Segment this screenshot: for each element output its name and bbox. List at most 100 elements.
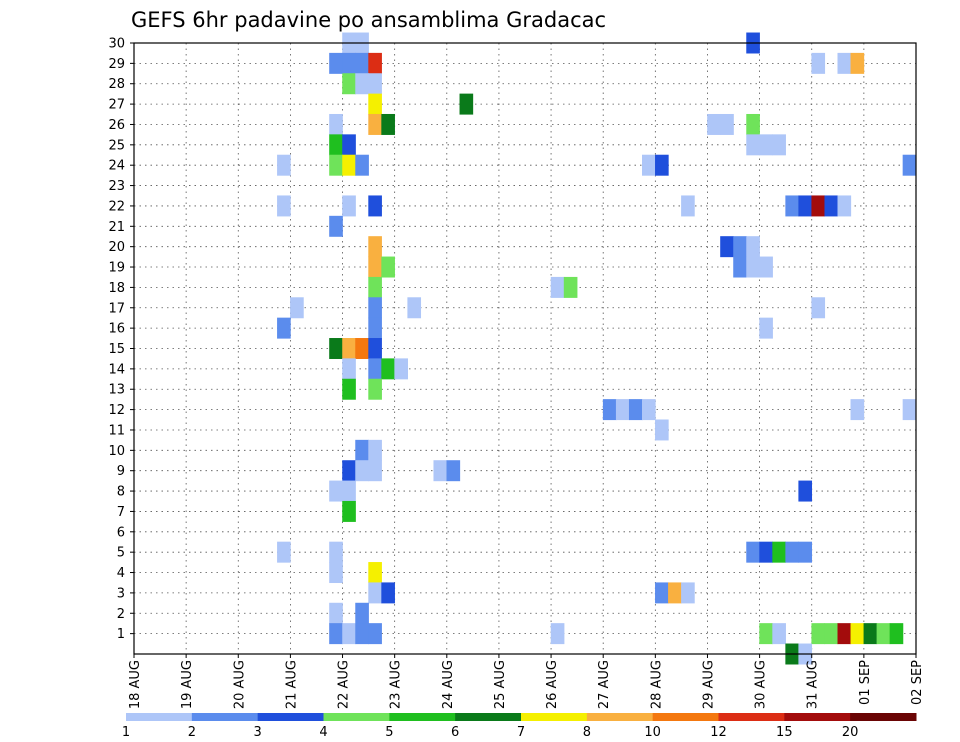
y-tick-label: 13: [108, 383, 125, 398]
heatmap-cell: [863, 623, 878, 645]
heatmap-cell: [277, 317, 291, 339]
heatmap-cell: [368, 256, 382, 278]
y-tick-label: 11: [108, 423, 125, 438]
x-tick-label: 24 AUG: [441, 660, 456, 709]
heatmap-cell: [746, 236, 760, 258]
colorbar: 1 2 3 4 5 6 7 8 10 12 15 20: [122, 713, 917, 740]
colorbar-label: 1: [122, 725, 130, 740]
x-tick-label: 21 AUG: [284, 660, 299, 709]
heatmap-cell: [772, 541, 786, 563]
y-tick-label: 21: [108, 220, 125, 235]
colorbar-swatch: [652, 713, 719, 721]
y-tick-label: 15: [108, 342, 125, 357]
heatmap-cell: [381, 113, 395, 135]
heatmap-cell: [811, 52, 826, 74]
colorbar-label: 3: [254, 725, 262, 740]
heatmap-cell: [798, 541, 813, 563]
heatmap-cell: [655, 419, 669, 441]
heatmap-cell: [342, 480, 356, 502]
data-cells: [277, 32, 917, 665]
heatmap-cell: [368, 195, 382, 217]
heatmap-cell: [381, 256, 395, 278]
heatmap-cell: [850, 52, 865, 74]
y-tick-label: 25: [108, 138, 125, 153]
heatmap-cell: [342, 154, 356, 176]
heatmap-cell: [368, 52, 382, 74]
heatmap-cell: [889, 623, 904, 645]
heatmap-cell: [668, 582, 682, 604]
heatmap-cell: [342, 358, 356, 380]
heatmap-cell: [355, 439, 369, 461]
heatmap-cell: [381, 358, 395, 380]
y-tick-label: 2: [117, 607, 125, 622]
heatmap-cell: [368, 73, 382, 95]
heatmap-cell: [759, 623, 773, 645]
heatmap-cell: [368, 439, 382, 461]
chart-title: GEFS 6hr padavine po ansamblima Gradacac: [131, 8, 606, 32]
heatmap-cell: [759, 317, 773, 339]
x-tick-label: 02 SEP: [910, 660, 925, 705]
x-tick-label: 19 AUG: [180, 660, 195, 709]
heatmap-cell: [798, 480, 813, 502]
heatmap-cell: [746, 256, 760, 278]
colorbar-swatch: [126, 713, 193, 721]
heatmap-cell: [459, 93, 474, 115]
colorbar-swatch: [257, 713, 324, 721]
heatmap-cell: [368, 338, 382, 359]
heatmap-cell: [550, 623, 565, 645]
heatmap-cell: [342, 623, 356, 645]
heatmap-cell: [746, 113, 760, 135]
y-tick-label: 23: [108, 179, 125, 194]
heatmap-cell: [368, 113, 382, 135]
heatmap-cell: [368, 562, 382, 584]
heatmap-cell: [681, 195, 695, 217]
heatmap-cell: [837, 52, 852, 74]
heatmap-cell: [876, 623, 891, 645]
x-tick-label: 26 AUG: [545, 660, 560, 709]
heatmap-cell: [759, 541, 773, 563]
x-tick-label: 31 AUG: [806, 660, 821, 709]
y-tick-label: 7: [117, 505, 125, 520]
heatmap-cell: [355, 73, 369, 95]
heatmap-cell: [329, 134, 343, 156]
heatmap-cell: [355, 460, 369, 482]
heatmap-cell: [902, 399, 917, 421]
colorbar-swatch: [323, 713, 390, 721]
grid-lines: [134, 43, 916, 654]
colorbar-label: 2: [188, 725, 196, 740]
y-tick-label: 14: [108, 362, 125, 377]
heatmap-cell: [850, 623, 865, 645]
colorbar-label: 5: [385, 725, 393, 740]
heatmap-cell: [407, 297, 422, 319]
heatmap-cell: [329, 480, 343, 502]
heatmap-cell: [290, 297, 304, 319]
heatmap-cell: [355, 602, 369, 624]
x-tick-label: 23 AUG: [389, 660, 404, 709]
y-tick-label: 5: [117, 546, 125, 561]
heatmap-cell: [811, 623, 826, 645]
colorbar-swatch: [586, 713, 654, 721]
x-tick-label: 18 AUG: [128, 660, 143, 709]
heatmap-cell: [355, 338, 369, 359]
heatmap-cell: [642, 399, 656, 421]
heatmap-cell: [563, 276, 578, 298]
colorbar-label: 8: [583, 725, 591, 740]
heatmap-cell: [628, 399, 643, 421]
heatmap-cell: [277, 195, 291, 217]
x-tick-label: 27 AUG: [597, 660, 612, 709]
colorbar-swatch: [191, 713, 259, 721]
heatmap-cell: [746, 134, 760, 156]
colorbar-label: 10: [644, 725, 661, 740]
heatmap-cell: [720, 236, 734, 258]
heatmap-cell: [759, 256, 773, 278]
heatmap-cell: [368, 317, 382, 339]
heatmap-cell: [368, 358, 382, 380]
heatmap-cell: [681, 582, 695, 604]
heatmap-cell: [785, 195, 799, 217]
y-tick-label: 16: [108, 322, 125, 337]
y-axis-labels: 1234567891011121314151617181920212223242…: [108, 37, 134, 642]
y-tick-label: 27: [108, 98, 125, 113]
heatmap-cell: [733, 256, 747, 278]
colorbar-swatch: [718, 713, 785, 721]
